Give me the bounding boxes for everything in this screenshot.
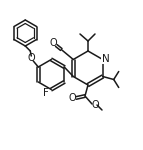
Text: O: O: [49, 39, 57, 48]
Text: F: F: [43, 87, 49, 98]
Text: O: O: [91, 100, 99, 110]
Text: N: N: [102, 54, 110, 63]
Text: O: O: [27, 53, 35, 63]
Text: O: O: [68, 93, 76, 103]
